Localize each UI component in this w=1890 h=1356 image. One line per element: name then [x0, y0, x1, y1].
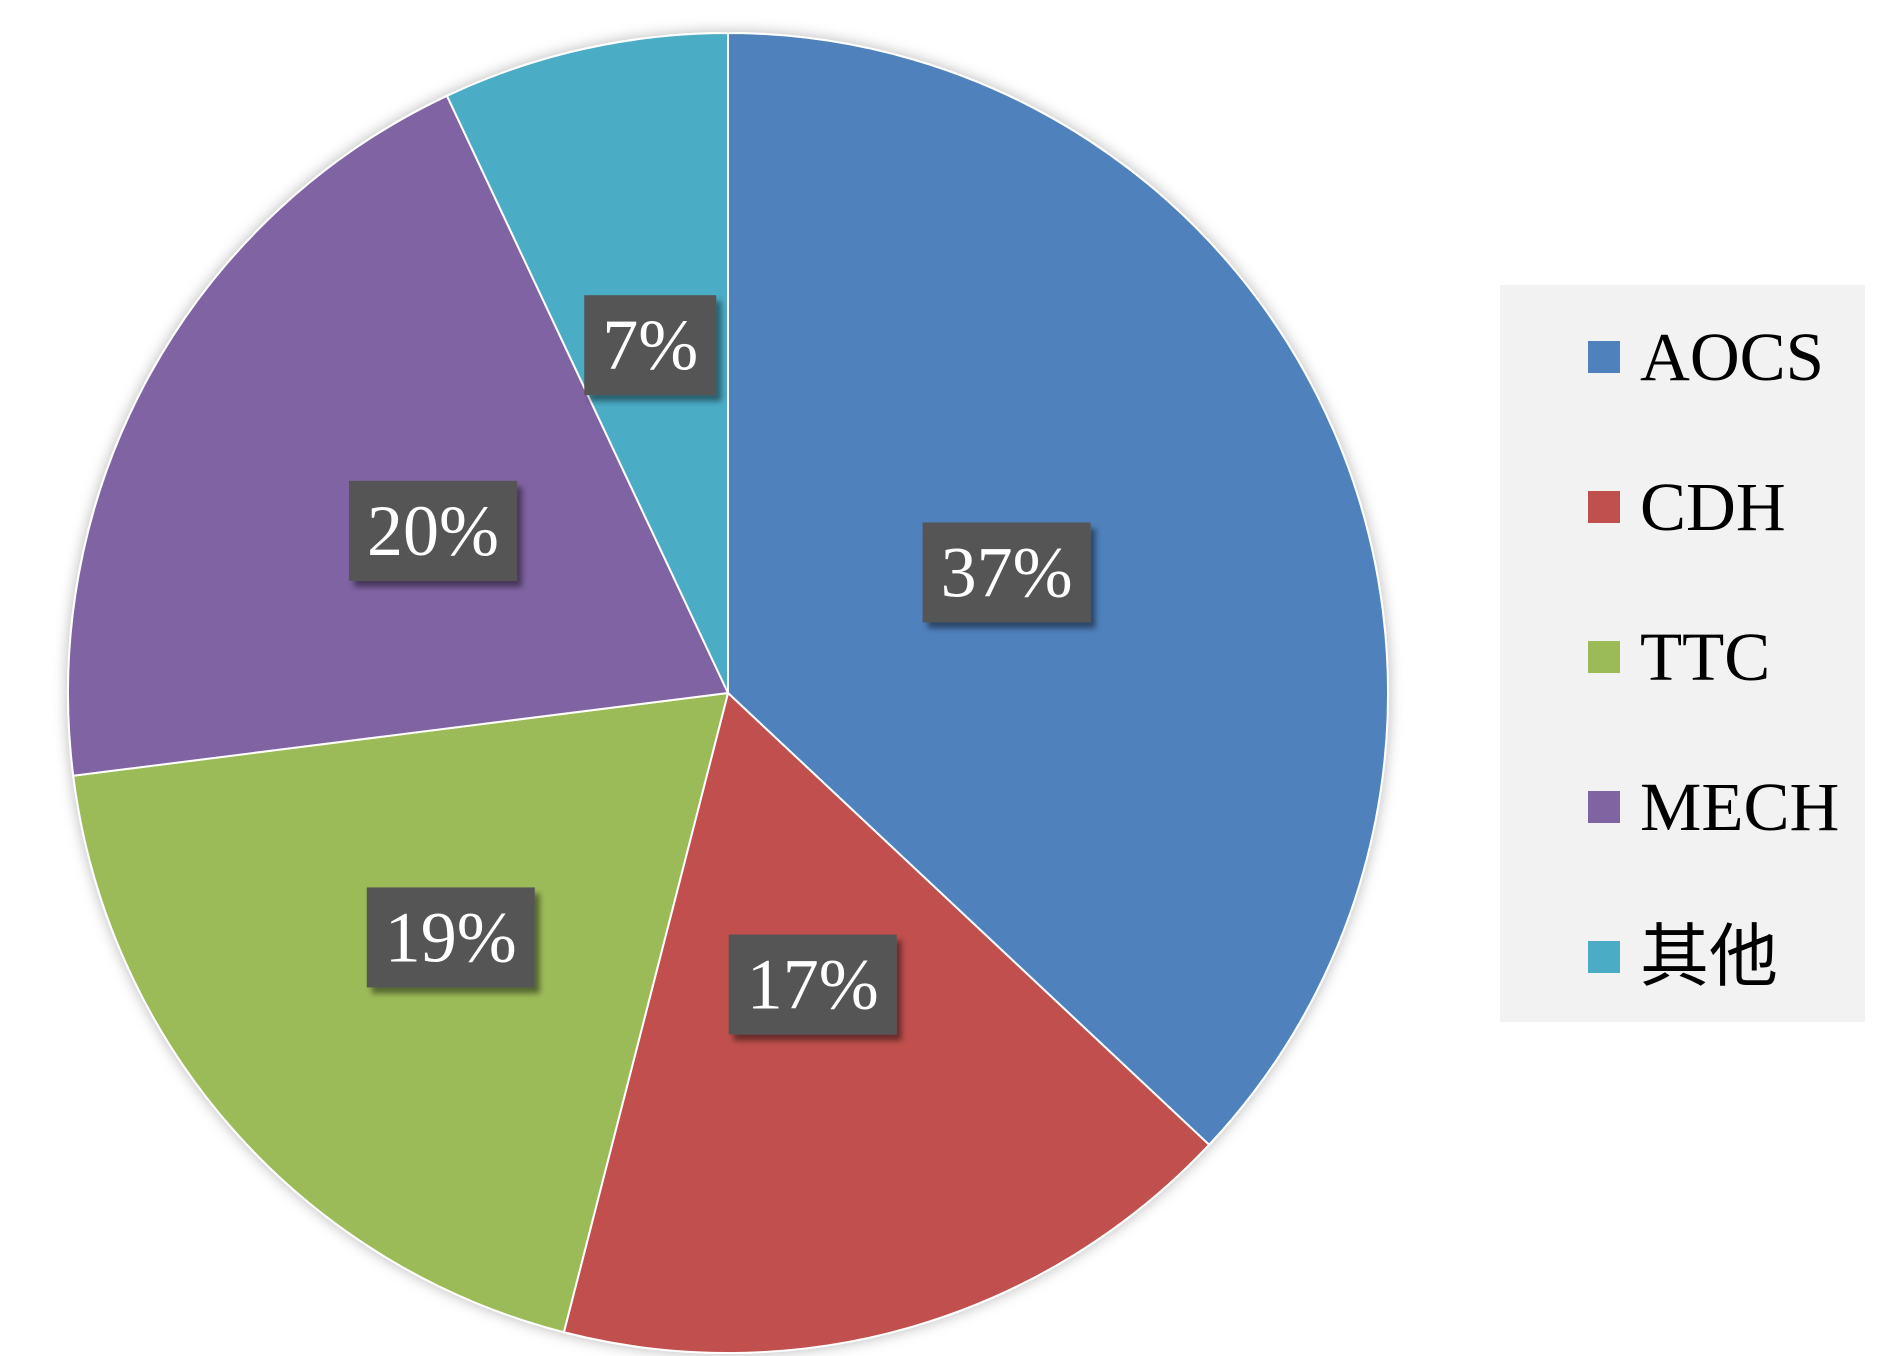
pie-data-labels: 37% 17% 19% 20% 7% [349, 295, 1091, 1035]
legend-marker-ttc [1588, 641, 1620, 673]
data-label-box-mech [349, 480, 518, 581]
data-label-aocs: 37% [922, 522, 1091, 623]
data-label-box-cdh [728, 934, 897, 1035]
legend-item-other: 其他 [1588, 919, 1778, 995]
legend-label-aocs: AOCS [1640, 319, 1824, 395]
data-label-text-cdh: 17% [747, 945, 879, 1025]
legend-item-ttc: TTC [1588, 619, 1770, 695]
data-label-text-aocs: 37% [941, 532, 1073, 612]
legend-marker-aocs [1588, 341, 1620, 373]
legend-background [1500, 285, 1865, 1022]
legend-item-aocs: AOCS [1588, 319, 1824, 395]
data-label-text-mech: 20% [367, 491, 499, 571]
data-label-text-ttc: 19% [385, 897, 517, 977]
pie-slices [67, 31, 1389, 1354]
legend-label-other: 其他 [1640, 919, 1778, 995]
data-label-other: 7% [584, 295, 717, 396]
data-label-text-other: 7% [602, 305, 698, 385]
data-label-cdh: 17% [728, 934, 897, 1035]
legend-label-ttc: TTC [1640, 619, 1770, 695]
data-label-ttc: 19% [366, 887, 535, 988]
pie-slice-mech [67, 94, 730, 777]
legend-marker-other [1588, 941, 1620, 973]
legend: AOCS CDH TTC MECH 其他 [1500, 285, 1865, 1022]
data-label-mech: 20% [349, 480, 518, 581]
legend-item-mech: MECH [1588, 769, 1839, 845]
legend-marker-mech [1588, 791, 1620, 823]
pie-slice-ttc [72, 691, 730, 1334]
data-label-box-aocs [922, 522, 1091, 623]
legend-label-cdh: CDH [1640, 469, 1786, 545]
legend-marker-cdh [1588, 491, 1620, 523]
legend-item-cdh: CDH [1588, 469, 1786, 545]
data-label-box-ttc [366, 887, 535, 988]
legend-label-mech: MECH [1640, 769, 1839, 845]
data-label-box-other [584, 295, 717, 396]
